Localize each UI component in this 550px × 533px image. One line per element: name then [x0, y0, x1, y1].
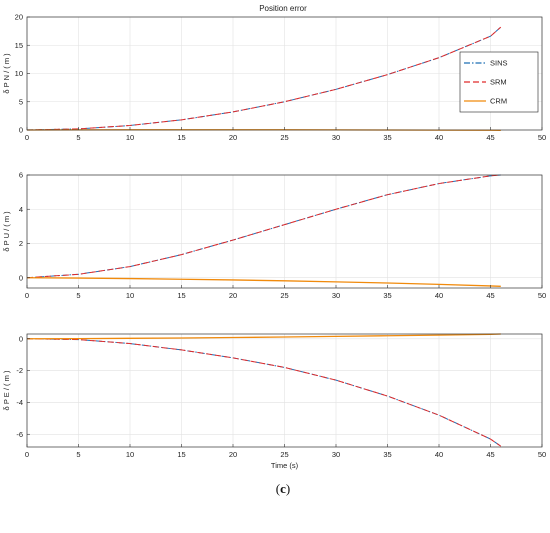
y-axis-label: δ P N / ( m ): [2, 53, 11, 94]
x-tick-label: 20: [229, 291, 237, 300]
x-tick-label: 30: [332, 291, 340, 300]
x-tick-label: 25: [280, 133, 288, 142]
y-tick-label: 0: [19, 273, 23, 282]
y-tick-label: -6: [16, 430, 23, 439]
x-tick-label: 10: [126, 291, 134, 300]
x-axis-label: Time (s): [271, 461, 299, 470]
y-tick-label: -4: [16, 398, 23, 407]
series-line-crm: [26, 277, 501, 287]
y-tick-label: 0: [19, 126, 23, 135]
legend-label-sins: SINS: [490, 59, 508, 68]
x-tick-label: 50: [538, 133, 546, 142]
x-tick-label: 40: [435, 291, 443, 300]
x-tick-label: 30: [332, 133, 340, 142]
x-tick-label: 0: [25, 450, 29, 459]
legend-box: [459, 51, 539, 113]
y-tick-label: 4: [19, 205, 23, 214]
legend-label-srm: SRM: [490, 78, 507, 87]
x-tick-label: 45: [486, 133, 494, 142]
x-tick-label: 5: [76, 133, 80, 142]
x-tick-label: 50: [538, 291, 546, 300]
x-tick-label: 35: [383, 450, 391, 459]
y-tick-label: 2: [19, 239, 23, 248]
x-tick-label: 40: [435, 133, 443, 142]
series-line-srm: [26, 174, 501, 279]
x-tick-label: 40: [435, 450, 443, 459]
x-tick-label: 5: [76, 291, 80, 300]
x-tick-label: 20: [229, 450, 237, 459]
x-tick-label: 10: [126, 450, 134, 459]
figure-caption: (c): [276, 481, 290, 496]
x-tick-label: 50: [538, 450, 546, 459]
x-tick-label: 15: [177, 291, 185, 300]
subplot-2: 0 5 10 15 20 25 30 35 40 45 50 0 2 4 6 δ P U / ( m ): [2, 171, 546, 300]
x-tick-label: 0: [25, 133, 29, 142]
x-tick-label: 15: [177, 450, 185, 459]
legend: SINS SRM CRM: [459, 51, 539, 113]
x-tick-label: 45: [486, 291, 494, 300]
y-tick-label: 20: [15, 13, 23, 22]
x-tick-label: 35: [383, 133, 391, 142]
x-tick-label: 10: [126, 133, 134, 142]
series-line-srm: [26, 338, 502, 447]
x-tick-label: 5: [76, 450, 80, 459]
y-axis-label: δ P E / ( m ): [2, 370, 11, 410]
x-tick-label: 0: [25, 291, 29, 300]
y-tick-label: 10: [15, 69, 23, 78]
x-tick-label: 25: [280, 450, 288, 459]
legend-label-crm: CRM: [490, 97, 507, 106]
y-tick-label: 5: [19, 97, 23, 106]
y-tick-label: 6: [19, 171, 23, 180]
x-tick-label: 20: [229, 133, 237, 142]
y-tick-label: 0: [19, 334, 23, 343]
x-tick-label: 15: [177, 133, 185, 142]
x-tick-label: 25: [280, 291, 288, 300]
x-tick-label: 45: [486, 450, 494, 459]
y-tick-label: 15: [15, 41, 23, 50]
x-tick-label: 35: [383, 291, 391, 300]
series-line-srm: [26, 26, 502, 131]
y-tick-label: -2: [16, 366, 23, 375]
series-line-crm: [26, 333, 501, 340]
subplot-3: 0 5 10 15 20 25 30 35 40 45 50 -6 -4 -2 0 δ P E / ( m )…: [2, 333, 546, 470]
y-axis-label: δ P U / ( m ): [2, 211, 11, 252]
figure-title: Position error: [259, 4, 307, 13]
x-tick-label: 30: [332, 450, 340, 459]
